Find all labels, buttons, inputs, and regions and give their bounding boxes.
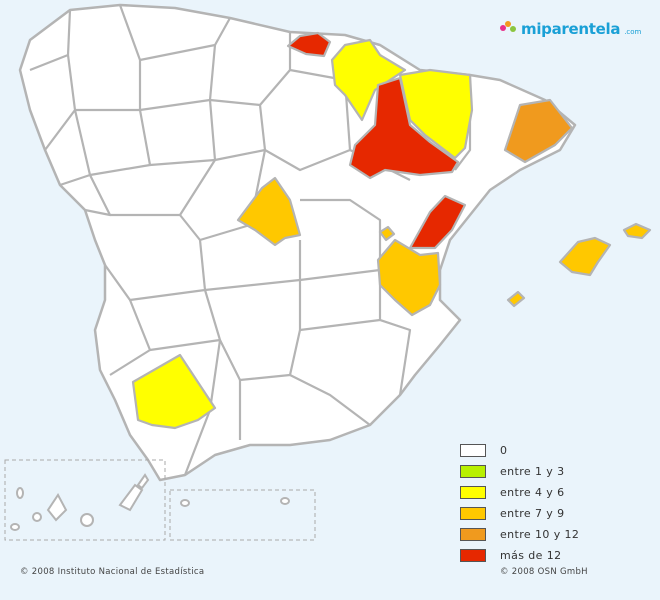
province-madrid <box>236 176 302 247</box>
province-mallorca <box>558 236 612 277</box>
legend-swatch <box>460 486 486 499</box>
canary-islands <box>10 473 290 531</box>
logo-people-icon <box>500 21 518 37</box>
legend-swatch <box>460 507 486 520</box>
province-gipuzkoa <box>286 31 332 58</box>
province-cuenca-enclave <box>378 225 396 242</box>
legend-label: entre 7 y 9 <box>500 507 565 520</box>
legend-item: más de 12 <box>460 545 620 566</box>
legend-item: 0 <box>460 440 620 461</box>
mainland-spain <box>18 3 577 482</box>
legend-label: 0 <box>500 444 508 457</box>
legend-swatch <box>460 528 486 541</box>
logo-domain: .com <box>624 28 642 36</box>
legend-swatch <box>460 444 486 457</box>
province-zaragoza <box>348 76 460 180</box>
legend-item: entre 1 y 3 <box>460 461 620 482</box>
logo: miparentela .com <box>500 20 641 38</box>
credit-ine: © 2008 Instituto Nacional de Estadística <box>20 567 205 577</box>
legend-swatch <box>460 549 486 562</box>
map-legend: 0 entre 1 y 3 entre 4 y 6 entre 7 y 9 en… <box>460 440 620 566</box>
legend-label: entre 4 y 6 <box>500 486 565 499</box>
province-valencia <box>376 238 442 317</box>
province-huesca <box>398 68 474 160</box>
logo-text: miparentela <box>521 20 621 38</box>
credit-osn: © 2008 OSN GmbH <box>500 567 588 577</box>
province-castellon <box>408 194 467 250</box>
province-navarra <box>330 38 407 122</box>
legend-item: entre 4 y 6 <box>460 482 620 503</box>
province-ibiza <box>506 290 526 308</box>
province-sevilla <box>131 353 217 430</box>
ceuta-melilla-inset <box>169 489 316 541</box>
legend-label: entre 10 y 12 <box>500 528 580 541</box>
legend-label: entre 1 y 3 <box>500 465 565 478</box>
legend-item: entre 7 y 9 <box>460 503 620 524</box>
legend-label: más de 12 <box>500 549 562 562</box>
province-barcelona <box>503 98 574 164</box>
canary-islands-inset <box>4 459 166 541</box>
province-menorca <box>622 222 652 240</box>
legend-swatch <box>460 465 486 478</box>
legend-item: entre 10 y 12 <box>460 524 620 545</box>
